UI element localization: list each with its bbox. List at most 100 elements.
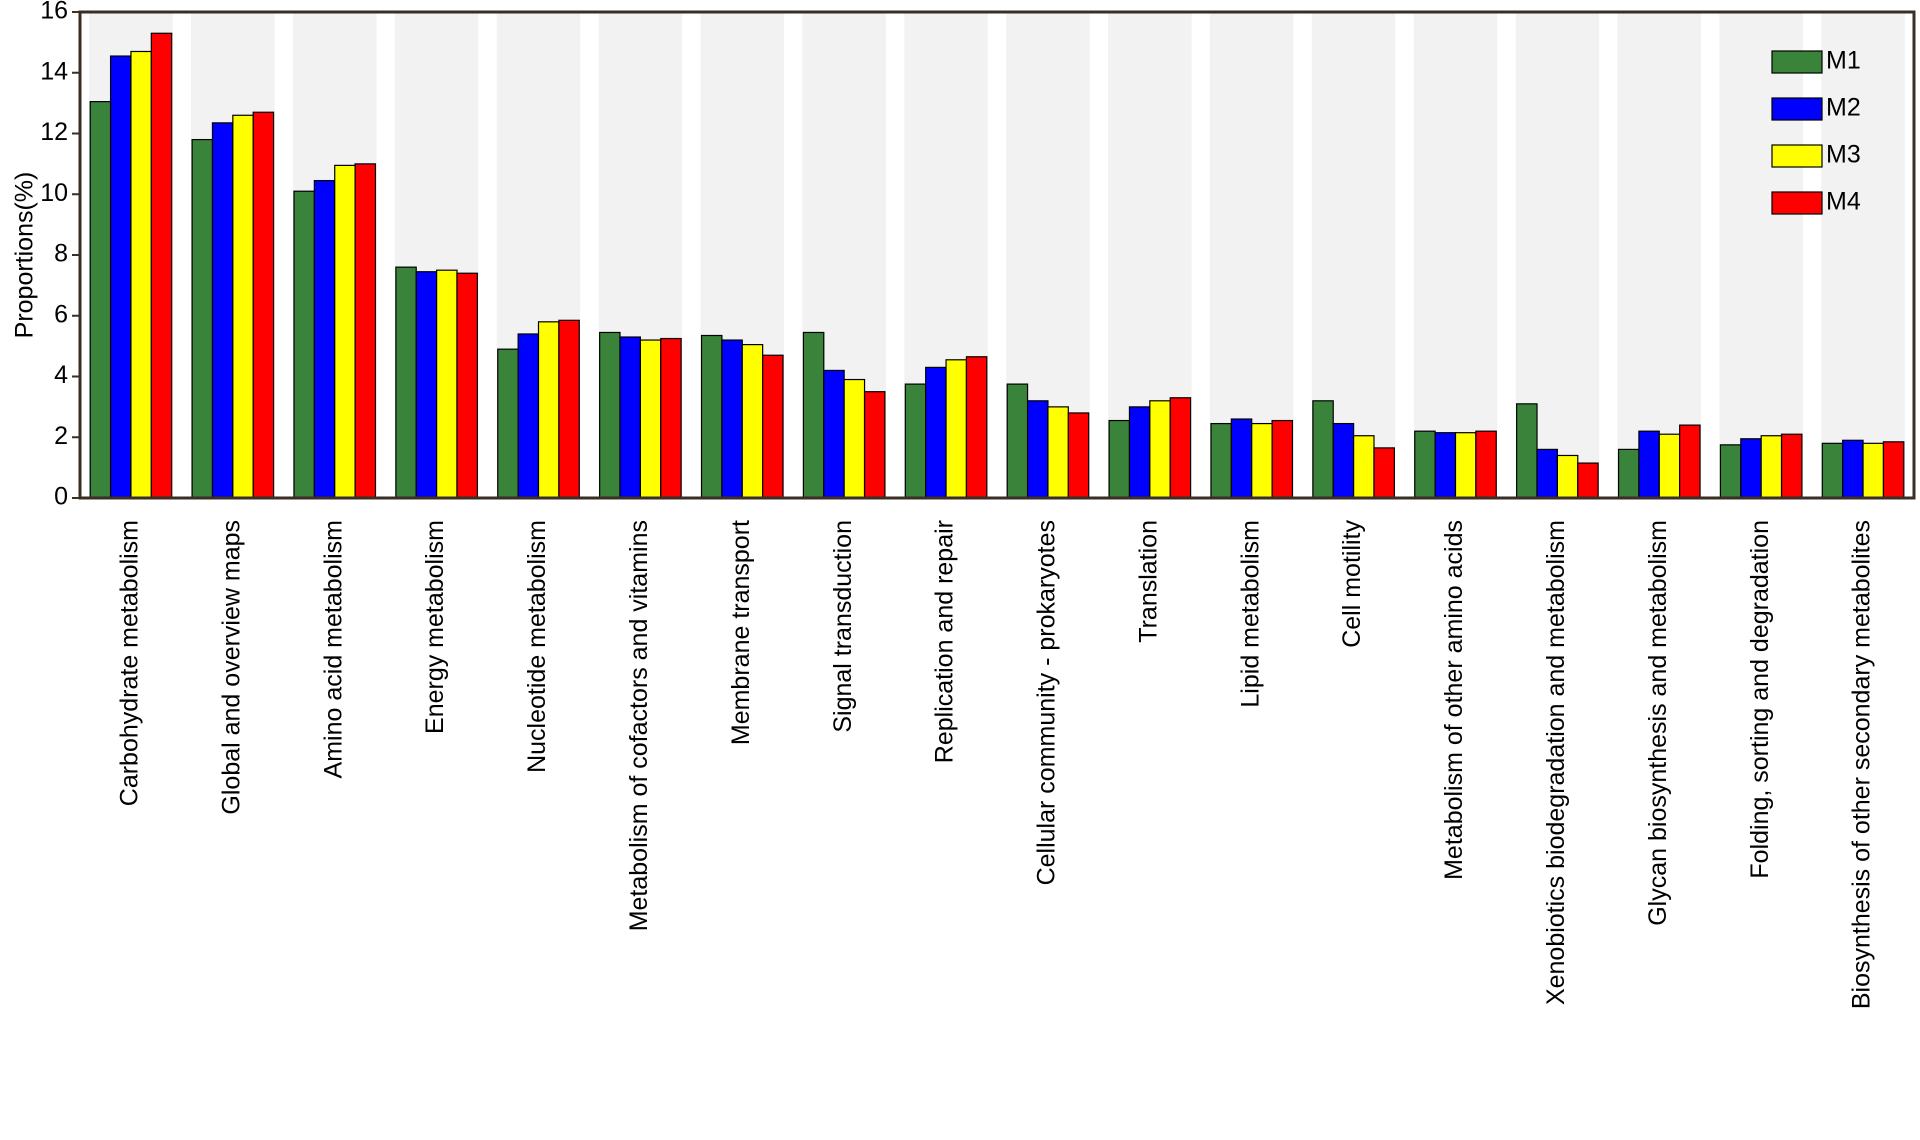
x-tick-label: Lipid metabolism bbox=[1236, 520, 1264, 708]
bar bbox=[945, 359, 968, 499]
x-tick-label: Carbohydrate metabolism bbox=[116, 520, 144, 806]
x-tick-label: Replication and repair bbox=[931, 520, 959, 763]
bar bbox=[436, 269, 458, 499]
bar bbox=[1475, 430, 1497, 499]
bar bbox=[965, 356, 988, 499]
y-tick-label: 6 bbox=[54, 300, 68, 328]
bar bbox=[1679, 424, 1701, 499]
x-tick-label: Signal transduction bbox=[829, 520, 857, 733]
x-tick-label: Biosynthesis of other secondary metaboli… bbox=[1848, 520, 1876, 1009]
bar bbox=[1658, 433, 1681, 499]
bar bbox=[89, 101, 112, 499]
x-tick-label: Glycan biosynthesis and metabolism bbox=[1644, 520, 1672, 926]
bar bbox=[558, 319, 580, 499]
bar bbox=[354, 163, 377, 499]
x-tick-label: Cellular community - prokaryotes bbox=[1033, 520, 1061, 885]
bar bbox=[1719, 444, 1742, 499]
category-band bbox=[1617, 12, 1702, 498]
bar bbox=[537, 321, 560, 499]
y-tick-label: 0 bbox=[54, 483, 68, 511]
bar bbox=[1740, 438, 1762, 499]
bar bbox=[252, 111, 275, 499]
bar bbox=[1862, 442, 1885, 499]
bar bbox=[1169, 397, 1192, 499]
bar bbox=[1149, 400, 1171, 499]
bar bbox=[1108, 419, 1131, 499]
bar bbox=[293, 190, 315, 499]
bar bbox=[1312, 400, 1334, 499]
bar bbox=[1251, 422, 1273, 499]
category-band bbox=[1413, 12, 1498, 498]
bar bbox=[456, 272, 478, 499]
bar bbox=[1414, 430, 1436, 499]
bar bbox=[700, 334, 723, 499]
x-tick-label: Membrane transport bbox=[727, 520, 755, 745]
x-tick-label: Global and overview maps bbox=[217, 520, 245, 815]
bar bbox=[517, 333, 540, 499]
legend-swatch bbox=[1771, 50, 1823, 74]
bar bbox=[191, 138, 214, 499]
bar bbox=[823, 369, 845, 499]
bar bbox=[130, 50, 152, 499]
bar bbox=[1556, 454, 1579, 499]
bar bbox=[313, 179, 336, 499]
bar bbox=[741, 344, 764, 499]
category-band bbox=[1209, 12, 1294, 498]
bar bbox=[150, 32, 173, 499]
bar bbox=[1454, 432, 1477, 499]
bar bbox=[1047, 406, 1069, 499]
bar bbox=[1353, 435, 1375, 499]
y-tick-label: 10 bbox=[40, 179, 68, 207]
bar bbox=[1128, 406, 1151, 499]
y-tick-label: 8 bbox=[54, 240, 68, 268]
x-tick-label: Nucleotide metabolism bbox=[523, 520, 551, 773]
bar bbox=[1821, 442, 1844, 499]
bar bbox=[802, 331, 825, 499]
bar bbox=[1577, 462, 1599, 499]
x-tick-label: Metabolism of cofactors and vitamins bbox=[625, 520, 653, 931]
bar bbox=[334, 164, 356, 499]
bar bbox=[1067, 412, 1090, 499]
bar bbox=[1271, 419, 1294, 499]
bar bbox=[599, 331, 621, 499]
bar bbox=[1780, 433, 1803, 499]
x-tick-label: Cell motility bbox=[1338, 520, 1366, 648]
bar bbox=[1882, 441, 1905, 499]
legend-swatch bbox=[1771, 191, 1823, 215]
bar bbox=[1516, 403, 1538, 499]
x-tick-label: Metabolism of other amino acids bbox=[1440, 520, 1468, 880]
bar bbox=[1638, 430, 1660, 499]
bar bbox=[1760, 435, 1783, 499]
bar bbox=[1230, 418, 1253, 499]
bar bbox=[232, 114, 254, 499]
bar bbox=[1434, 432, 1457, 499]
legend-label: M2 bbox=[1826, 94, 1861, 122]
y-tick-label: 14 bbox=[40, 57, 68, 85]
legend-label: M4 bbox=[1826, 188, 1861, 216]
y-tick-label: 4 bbox=[54, 361, 68, 389]
y-axis-title: Proportions(%) bbox=[11, 172, 39, 339]
bar bbox=[762, 354, 784, 499]
bar bbox=[395, 266, 417, 499]
bar bbox=[1210, 422, 1232, 499]
bar bbox=[660, 337, 682, 499]
bar bbox=[863, 391, 886, 499]
x-tick-label: Amino acid metabolism bbox=[319, 520, 347, 778]
bar bbox=[1536, 448, 1558, 499]
legend-swatch bbox=[1771, 97, 1823, 121]
x-tick-label: Translation bbox=[1134, 520, 1162, 643]
bar bbox=[925, 366, 947, 499]
bar bbox=[619, 336, 641, 499]
legend-label: M1 bbox=[1826, 47, 1861, 75]
category-band bbox=[1719, 12, 1803, 498]
bar bbox=[415, 271, 438, 499]
bar bbox=[109, 55, 132, 499]
bar bbox=[904, 383, 927, 499]
legend-label: M3 bbox=[1826, 141, 1861, 169]
bar bbox=[1617, 448, 1640, 499]
bar bbox=[721, 339, 743, 499]
y-tick-label: 12 bbox=[40, 118, 68, 146]
bar bbox=[1026, 400, 1049, 499]
legend-swatch bbox=[1771, 144, 1823, 168]
